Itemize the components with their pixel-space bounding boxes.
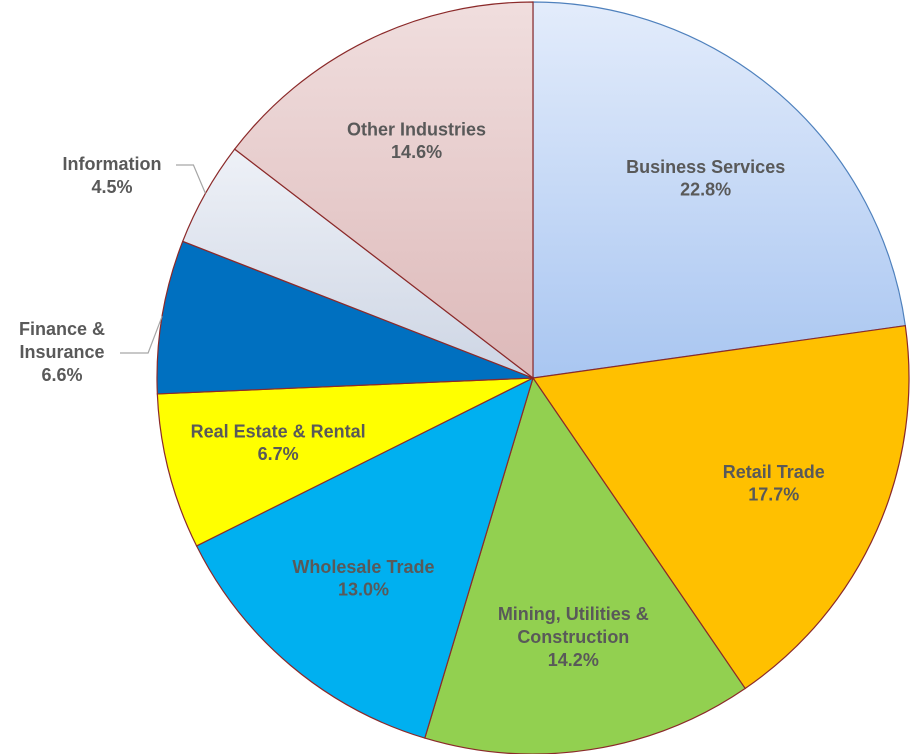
slice-value-label: 22.8% <box>680 180 731 200</box>
slice-label: Mining, Utilities & Construction <box>498 604 649 647</box>
leader-line <box>120 316 163 354</box>
slice-value-label: 13.0% <box>338 580 389 600</box>
pie-slice <box>233 1 534 380</box>
pie-slice <box>532 1 907 379</box>
leader-line <box>176 164 206 194</box>
slice-label: Other Industries <box>347 119 486 139</box>
pie-slice <box>156 377 534 547</box>
pie-slice <box>156 240 534 395</box>
slice-label: Information <box>63 154 162 174</box>
labels: Business Services 22.8% Retail Trade 17.7% M… <box>19 119 825 670</box>
slice-label: Wholesale Trade <box>292 557 434 577</box>
slices <box>156 1 910 754</box>
slice-value-label: 17.7% <box>748 485 799 505</box>
slice-value-label: 14.2% <box>548 650 599 670</box>
pie-slice <box>531 324 910 690</box>
slice-label: Real Estate & Rental <box>191 421 366 441</box>
slice-value-label: 6.7% <box>258 444 299 464</box>
pie-slice <box>195 376 534 739</box>
slice-label: Finance & Insurance <box>19 319 105 362</box>
slice-value-label: 6.6% <box>41 365 82 385</box>
slice-label: Business Services <box>626 157 785 177</box>
slice-value-label: 4.5% <box>91 177 132 197</box>
slice-value-label: 14.6% <box>391 142 442 162</box>
slice-label: Retail Trade <box>723 462 825 482</box>
